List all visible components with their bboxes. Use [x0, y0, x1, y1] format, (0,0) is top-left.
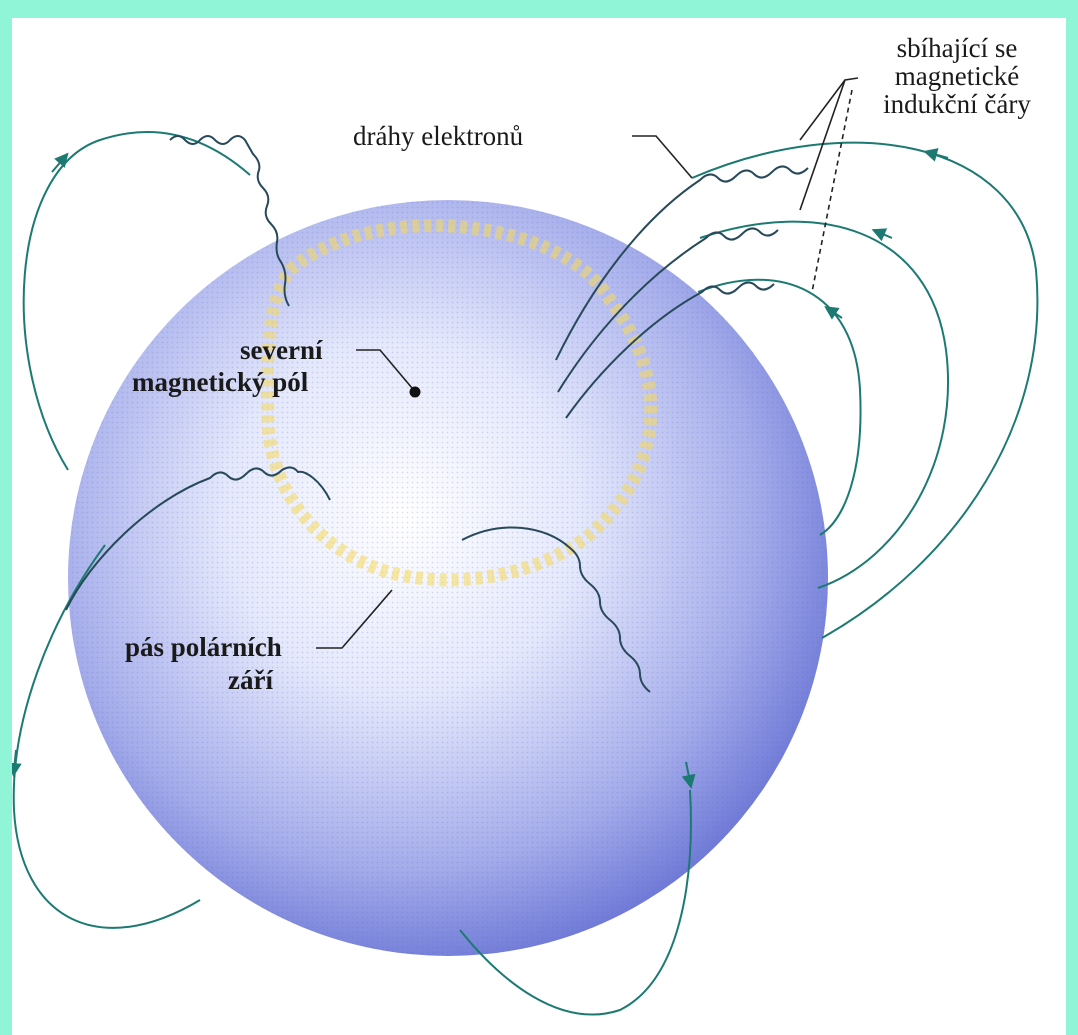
- label-north-pole-1: severní: [240, 335, 323, 365]
- label-aurora-belt-2: září: [228, 665, 273, 695]
- electron-path-right-2: [557, 227, 779, 393]
- aurora-diagram: [12, 77, 1039, 1016]
- leader-electron-paths: [632, 135, 693, 179]
- label-converging-lines: sbíhající se magnetické indukční čáry: [842, 34, 1066, 118]
- label-converging-line2: magnetické: [894, 61, 1020, 91]
- arrow-icon: [51, 152, 69, 173]
- electron-path-right-1: [555, 165, 809, 361]
- label-electron-paths: dráhy elektronů: [353, 121, 524, 151]
- field-line-arrows: [12, 148, 949, 789]
- field-line-left-lower: [12, 544, 201, 929]
- electron-path-lower-right: [461, 526, 651, 693]
- leader-converging-3: [811, 89, 853, 293]
- north-pole-dot: [409, 386, 421, 398]
- label-aurora-belt-1: pás polárních: [125, 632, 282, 662]
- label-north-pole-2: magnetický pól: [132, 367, 309, 397]
- arrow-icon: [923, 148, 949, 162]
- electron-paths: [65, 135, 809, 693]
- arrow-icon: [871, 228, 893, 242]
- electron-path-lower-left: [65, 466, 331, 611]
- electron-path-right-3: [565, 281, 775, 419]
- leader-north-pole: [356, 349, 413, 389]
- field-line-right-inner: [697, 278, 862, 536]
- leader-converging-2: [799, 79, 846, 211]
- diagram-frame: dráhy elektronů sbíhající se magnetické …: [12, 18, 1066, 1035]
- aurora-ring: [260, 219, 658, 587]
- sphere-texture: [68, 200, 828, 956]
- label-converging-line1: sbíhající se: [896, 33, 1018, 63]
- leader-aurora-belt: [316, 589, 393, 649]
- arrow-icon: [681, 761, 696, 789]
- arrow-icon: [12, 749, 22, 777]
- field-line-bottom: [459, 789, 692, 1016]
- label-converging-line3: indukční čáry: [883, 89, 1031, 119]
- field-line-right-middle: [699, 220, 949, 589]
- arrow-icon: [824, 306, 843, 320]
- leader-lines: [316, 77, 859, 649]
- electron-path-top: [169, 135, 290, 307]
